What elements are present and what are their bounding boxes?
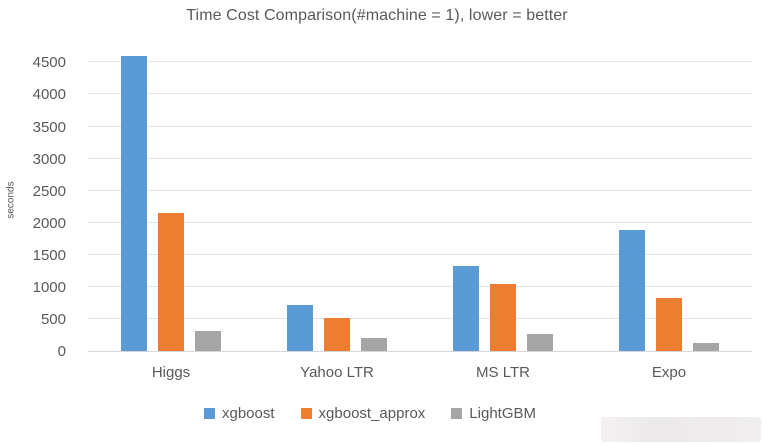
gridline-2500 xyxy=(88,189,752,191)
y-tick-label-0: 0 xyxy=(57,343,66,360)
y-tick-label-4500: 4500 xyxy=(32,54,66,72)
bar-xgboost-higgs xyxy=(121,56,147,351)
gridline-3000 xyxy=(88,157,752,159)
legend-item-xgboost_approx: xgboost_approx xyxy=(300,405,426,422)
bar-group-higgs xyxy=(88,56,254,351)
x-category-label-higgs: Higgs xyxy=(151,364,191,381)
bar-xgboost_approx-yahoo-ltr xyxy=(324,318,350,351)
y-tick-label-4000: 4000 xyxy=(32,86,66,104)
bar-group-expo xyxy=(586,57,752,351)
bar-LightGBM-higgs xyxy=(195,331,221,351)
gridline-4000 xyxy=(88,93,752,95)
bar-LightGBM-expo xyxy=(693,343,719,351)
bar-group-ms-ltr xyxy=(420,57,586,351)
x-category-label-ms-ltr: MS LTR xyxy=(476,364,530,381)
watermark-blur xyxy=(601,417,761,442)
bar-xgboost-expo xyxy=(619,230,645,351)
gridline-4500 xyxy=(88,61,752,63)
y-tick-label-3500: 3500 xyxy=(32,118,66,136)
bar-xgboost-ms-ltr xyxy=(453,266,479,351)
legend-item-LightGBM: LightGBM xyxy=(451,405,536,422)
x-category-label-yahoo-ltr: Yahoo LTR xyxy=(300,364,374,381)
y-tick-label-500: 500 xyxy=(40,310,66,328)
bar-xgboost_approx-expo xyxy=(656,298,682,351)
legend-item-xgboost: xgboost xyxy=(204,405,275,422)
y-tick-label-3000: 3000 xyxy=(32,150,66,168)
bar-LightGBM-ms-ltr xyxy=(527,334,553,351)
bar-xgboost_approx-ms-ltr xyxy=(490,284,516,351)
legend-label: LightGBM xyxy=(469,405,536,422)
gridline-1500 xyxy=(88,253,752,255)
y-tick-label-1500: 1500 xyxy=(32,246,66,264)
bar-xgboost-yahoo-ltr xyxy=(287,305,313,351)
legend-swatch-icon xyxy=(451,408,463,419)
legend-label: xgboost xyxy=(222,405,275,422)
y-tick-label-2000: 2000 xyxy=(32,214,66,232)
legend-swatch-icon xyxy=(300,408,312,419)
x-category-label-expo: Expo xyxy=(651,364,687,381)
plot-area xyxy=(88,56,752,352)
gridline-3500 xyxy=(88,125,752,127)
bar-group-yahoo-ltr xyxy=(254,57,420,351)
y-tick-label-1000: 1000 xyxy=(32,278,66,296)
legend-label: xgboost_approx xyxy=(318,405,426,422)
legend-swatch-icon xyxy=(204,408,215,419)
gridline-2000 xyxy=(88,221,752,223)
legend: xgboost xgboost_approx LightGBM xyxy=(0,405,740,422)
gridline-1000 xyxy=(88,285,752,287)
chart-title: Time Cost Comparison(#machine = 1), lowe… xyxy=(186,7,568,24)
bar-LightGBM-yahoo-ltr xyxy=(361,338,387,351)
gridline-500 xyxy=(88,317,752,319)
y-tick-label-2500: 2500 xyxy=(32,182,66,200)
bar-xgboost_approx-higgs xyxy=(158,213,184,351)
